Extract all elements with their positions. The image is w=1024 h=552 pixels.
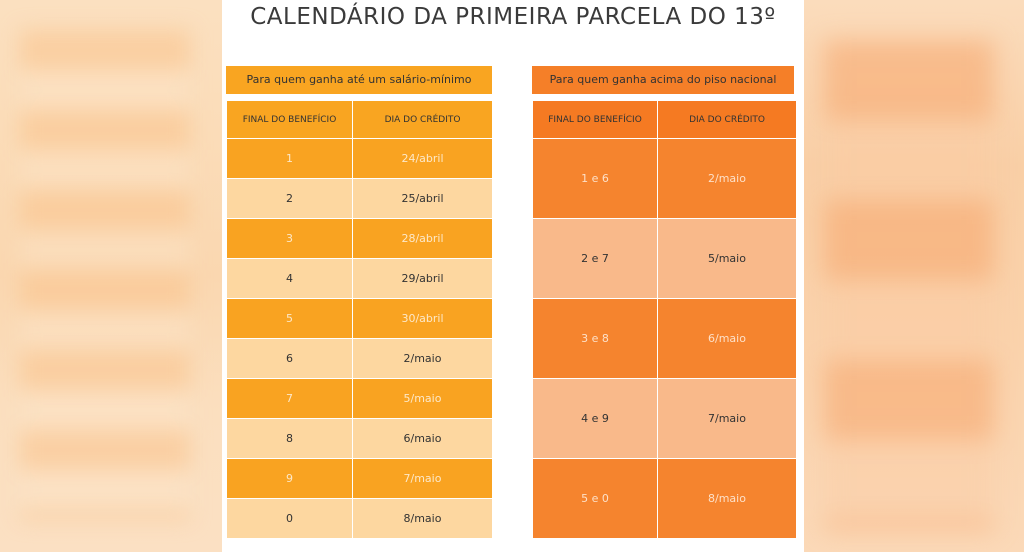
dia-cell: 24/abril xyxy=(352,138,493,179)
dia-cell: 5/maio xyxy=(657,218,797,299)
final-cell: 4 xyxy=(226,258,353,299)
dia-cell: 5/maio xyxy=(352,378,493,419)
final-cell: 3 e 8 xyxy=(532,298,658,379)
column-header-dia: DIA DO CRÉDITO xyxy=(657,100,797,139)
column-header-final: FINAL DO BENEFÍCIO xyxy=(226,100,353,139)
table-row: 2 e 7 5/maio xyxy=(532,218,797,299)
dia-cell: 2/maio xyxy=(657,138,797,219)
dia-cell: 29/abril xyxy=(352,258,493,299)
final-cell: 7 xyxy=(226,378,353,419)
table-row: 7 5/maio xyxy=(226,378,493,419)
table-row: 5 30/abril xyxy=(226,298,493,339)
background-blur-right xyxy=(804,0,1024,552)
dia-cell: 2/maio xyxy=(352,338,493,379)
final-cell: 1 xyxy=(226,138,353,179)
final-cell: 0 xyxy=(226,498,353,539)
table-row: 3 e 8 6/maio xyxy=(532,298,797,379)
table-row: 8 6/maio xyxy=(226,418,493,459)
dia-cell: 25/abril xyxy=(352,178,493,219)
table-row: 4 e 9 7/maio xyxy=(532,378,797,459)
dia-cell: 28/abril xyxy=(352,218,493,259)
final-cell: 3 xyxy=(226,218,353,259)
table-row: 1 e 6 2/maio xyxy=(532,138,797,219)
table-row: 9 7/maio xyxy=(226,458,493,499)
calendar-card: CALENDÁRIO DA PRIMEIRA PARCELA DO 13º Pa… xyxy=(222,0,804,552)
background-blur-left xyxy=(0,0,222,552)
page-title: CALENDÁRIO DA PRIMEIRA PARCELA DO 13º xyxy=(250,4,776,30)
table-header-row: FINAL DO BENEFÍCIO DIA DO CRÉDITO xyxy=(532,100,797,139)
final-cell: 9 xyxy=(226,458,353,499)
column-header-final: FINAL DO BENEFÍCIO xyxy=(532,100,658,139)
final-cell: 8 xyxy=(226,418,353,459)
dia-cell: 6/maio xyxy=(352,418,493,459)
final-cell: 2 xyxy=(226,178,353,219)
final-cell: 5 xyxy=(226,298,353,339)
table-row: 4 29/abril xyxy=(226,258,493,299)
table-row: 1 24/abril xyxy=(226,138,493,179)
final-cell: 1 e 6 xyxy=(532,138,658,219)
right-table-banner: Para quem ganha acima do piso nacional xyxy=(532,66,794,94)
final-cell: 4 e 9 xyxy=(532,378,658,459)
column-header-dia: DIA DO CRÉDITO xyxy=(352,100,493,139)
dia-cell: 30/abril xyxy=(352,298,493,339)
dia-cell: 7/maio xyxy=(657,378,797,459)
dia-cell: 7/maio xyxy=(352,458,493,499)
left-table-banner: Para quem ganha até um salário-mínimo xyxy=(226,66,492,94)
table-header-row: FINAL DO BENEFÍCIO DIA DO CRÉDITO xyxy=(226,100,493,139)
minimum-wage-table: FINAL DO BENEFÍCIO DIA DO CRÉDITO 1 24/a… xyxy=(226,100,493,539)
final-cell: 5 e 0 xyxy=(532,458,658,539)
above-minimum-table: FINAL DO BENEFÍCIO DIA DO CRÉDITO 1 e 6 … xyxy=(532,100,797,539)
dia-cell: 8/maio xyxy=(657,458,797,539)
table-row: 0 8/maio xyxy=(226,498,493,539)
table-row: 5 e 0 8/maio xyxy=(532,458,797,539)
final-cell: 2 e 7 xyxy=(532,218,658,299)
final-cell: 6 xyxy=(226,338,353,379)
dia-cell: 8/maio xyxy=(352,498,493,539)
table-row: 2 25/abril xyxy=(226,178,493,219)
table-row: 3 28/abril xyxy=(226,218,493,259)
dia-cell: 6/maio xyxy=(657,298,797,379)
table-row: 6 2/maio xyxy=(226,338,493,379)
